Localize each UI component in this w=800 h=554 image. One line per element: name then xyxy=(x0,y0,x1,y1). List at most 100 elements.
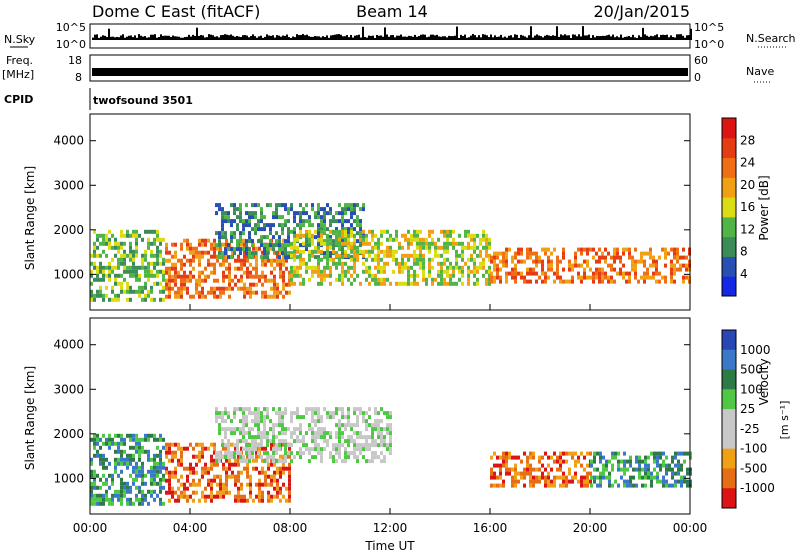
y-tick-label: 1000 xyxy=(53,471,84,485)
noise-trace-segment xyxy=(604,35,606,40)
colorbar-swatch xyxy=(722,118,736,139)
echo-cell xyxy=(258,470,261,475)
echo-cell xyxy=(332,239,335,244)
echo-cell xyxy=(580,475,583,480)
echo-cell xyxy=(284,247,287,252)
echo-cell xyxy=(431,237,434,242)
echo-cell xyxy=(473,273,476,278)
echo-cell xyxy=(255,454,258,459)
noise-trace-segment xyxy=(196,27,198,40)
echo-cell xyxy=(634,275,637,280)
echo-cell xyxy=(311,273,314,278)
echo-cell xyxy=(138,485,141,490)
echo-cell xyxy=(514,275,517,280)
echo-cell xyxy=(258,486,261,491)
echo-cell xyxy=(248,411,251,416)
echo-cell xyxy=(228,462,231,467)
echo-cell xyxy=(257,407,260,412)
echo-cell xyxy=(326,411,329,416)
echo-cell xyxy=(386,277,389,282)
echo-cell xyxy=(282,254,285,259)
noise-trace-segment xyxy=(268,35,270,40)
echo-cell xyxy=(302,281,305,286)
echo-cell xyxy=(248,211,251,216)
echo-cell xyxy=(141,481,144,486)
echo-cell xyxy=(204,498,207,503)
echo-cell xyxy=(284,243,287,248)
echo-cell xyxy=(147,273,150,278)
echo-cell xyxy=(230,231,233,236)
echo-cell xyxy=(416,257,419,262)
echo-cell xyxy=(264,478,267,483)
echo-cell xyxy=(242,415,245,420)
echo-cell xyxy=(237,470,240,475)
echo-cell xyxy=(132,453,135,458)
echo-cell xyxy=(293,427,296,432)
echo-cell xyxy=(505,263,508,268)
echo-cell xyxy=(210,498,213,503)
echo-cell xyxy=(377,269,380,274)
echo-cell xyxy=(368,281,371,286)
echo-cell xyxy=(511,259,514,264)
echo-cell xyxy=(90,289,93,294)
echo-cell xyxy=(643,271,646,276)
echo-cell xyxy=(526,471,529,476)
echo-cell xyxy=(529,271,532,276)
echo-cell xyxy=(290,265,293,270)
echo-cell xyxy=(120,433,123,438)
echo-cell xyxy=(213,250,216,255)
echo-cell xyxy=(311,269,314,274)
echo-cell xyxy=(302,439,305,444)
noise-trace-segment xyxy=(592,35,594,40)
echo-cell xyxy=(353,253,356,258)
echo-cell xyxy=(279,454,282,459)
echo-cell xyxy=(105,285,108,290)
echo-cell xyxy=(341,229,344,234)
echo-cell xyxy=(647,475,650,480)
echo-cell xyxy=(674,483,677,488)
echo-cell xyxy=(416,233,419,238)
echo-cell xyxy=(622,271,625,276)
echo-cell xyxy=(593,451,596,456)
echo-cell xyxy=(299,261,302,266)
echo-cell xyxy=(219,294,222,299)
echo-cell xyxy=(634,247,637,252)
echo-cell xyxy=(180,450,183,455)
echo-cell xyxy=(317,245,320,250)
echo-cell xyxy=(150,493,153,498)
echo-cell xyxy=(532,475,535,480)
echo-cell xyxy=(404,237,407,242)
echo-cell xyxy=(341,215,344,220)
echo-cell xyxy=(186,474,189,479)
echo-cell xyxy=(395,229,398,234)
echo-cell xyxy=(183,262,186,267)
echo-cell xyxy=(323,427,326,432)
echo-cell xyxy=(323,207,326,212)
echo-cell xyxy=(473,269,476,274)
echo-cell xyxy=(228,466,231,471)
echo-cell xyxy=(117,433,120,438)
echo-cell xyxy=(156,493,159,498)
echo-cell xyxy=(550,263,553,268)
echo-cell xyxy=(619,271,622,276)
echo-cell xyxy=(266,255,269,260)
colorbar-swatch xyxy=(722,157,736,178)
echo-cell xyxy=(245,239,248,244)
echo-cell xyxy=(240,470,243,475)
noise-trace-segment xyxy=(426,37,428,40)
echo-cell xyxy=(215,231,218,236)
echo-cell xyxy=(99,485,102,490)
echo-cell xyxy=(290,245,293,250)
echo-cell xyxy=(242,411,245,416)
echo-cell xyxy=(389,411,392,416)
echo-cell xyxy=(356,443,359,448)
echo-cell xyxy=(129,297,132,302)
echo-cell xyxy=(332,219,335,224)
echo-cell xyxy=(255,482,258,487)
echo-cell xyxy=(177,458,180,463)
echo-cell xyxy=(272,459,275,464)
echo-cell xyxy=(230,451,233,456)
echo-cell xyxy=(377,277,380,282)
echo-cell xyxy=(464,233,467,238)
